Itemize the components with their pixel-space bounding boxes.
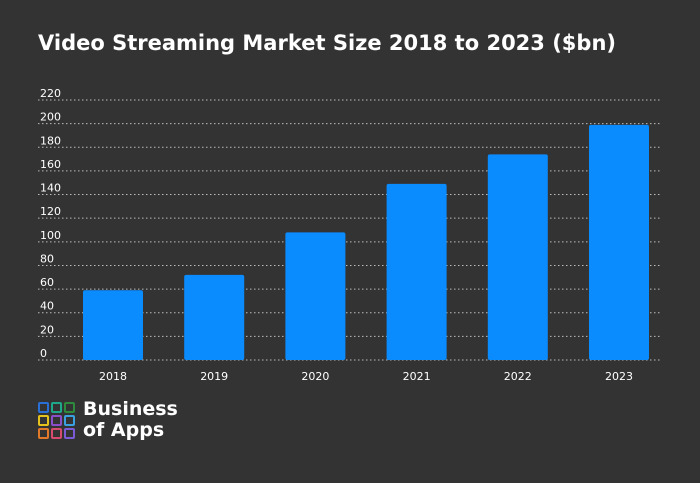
y-axis-ticks: 0 20 40 60 80 100 120 140 160 180 200 220 [40, 87, 61, 360]
y-tick-label: 200 [40, 111, 61, 124]
logo-cell [64, 401, 75, 413]
y-tick-label: 180 [40, 134, 61, 147]
bar-2022 [487, 154, 548, 360]
logo-cell [38, 401, 49, 413]
logo-cell [64, 427, 75, 439]
x-tick-label-2021: 2021 [403, 370, 431, 383]
x-tick-label-2019: 2019 [200, 370, 228, 383]
x-axis-labels: 2018 2019 2020 2021 2022 2023 [99, 370, 633, 383]
y-tick-label: 40 [40, 300, 54, 313]
y-tick-label: 100 [40, 229, 61, 242]
y-tick-label: 220 [40, 87, 61, 100]
bar-2018 [83, 290, 143, 360]
y-tick-label: 160 [40, 158, 61, 171]
logo-line-1: Business [83, 398, 178, 420]
x-tick-label-2023: 2023 [605, 370, 633, 383]
y-tick-label: 20 [40, 323, 54, 336]
business-of-apps-logo: Business of Apps [38, 399, 178, 441]
bars [83, 124, 649, 361]
bar-2021 [386, 183, 447, 360]
y-tick-label: 80 [40, 252, 54, 265]
x-tick-label-2018: 2018 [99, 370, 127, 383]
logo-cell [38, 427, 49, 439]
logo-cell [64, 414, 75, 426]
logo-cell [51, 427, 62, 439]
bar-2019 [184, 274, 245, 360]
bar-2020 [285, 232, 346, 360]
logo-cell [51, 401, 62, 413]
logo-cell [51, 414, 62, 426]
chart-title: Video Streaming Market Size 2018 to 2023… [38, 31, 617, 55]
y-tick-label: 0 [40, 347, 47, 360]
logo-cell [38, 414, 49, 426]
y-tick-label: 120 [40, 205, 61, 218]
x-tick-label-2020: 2020 [301, 370, 329, 383]
logo-line-2: of Apps [83, 419, 165, 441]
y-tick-label: 140 [40, 182, 61, 195]
x-tick-label-2022: 2022 [504, 370, 532, 383]
logo-grid-icon [38, 401, 75, 439]
bar-2023 [589, 124, 649, 361]
y-tick-label: 60 [40, 276, 54, 289]
